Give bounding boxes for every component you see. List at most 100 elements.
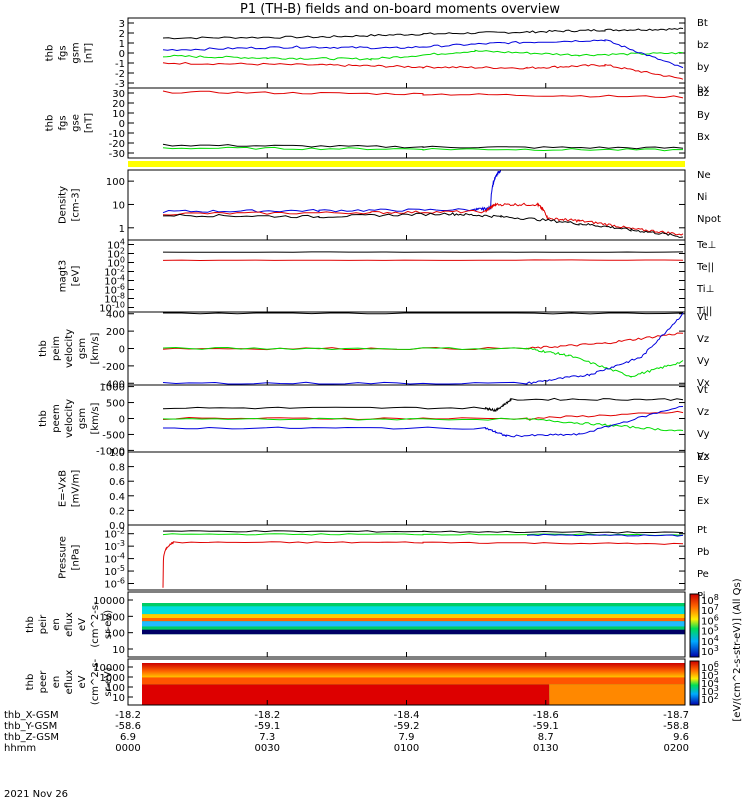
panel-peim: 400 200 0 -200 -400 thb peim velocity gsm [km/s] V…: [38, 310, 710, 391]
colorbar-tick: 104: [701, 676, 719, 690]
legend-Ni: Ni: [697, 192, 707, 203]
orbit-x-value: -18.4: [394, 710, 420, 721]
y-axis-label: thb: [25, 616, 36, 633]
panel-frame: [127, 169, 686, 241]
y-axis-label: [km/s]: [90, 402, 101, 434]
legend-Bz: Bz: [697, 88, 709, 99]
legend-bx: bx: [697, 84, 709, 95]
legend-Te⊥: Te⊥: [696, 240, 716, 251]
colorbar-tick: 107: [701, 603, 719, 617]
legend-Ey: Ey: [697, 474, 709, 485]
y-tick-label: -400: [102, 379, 125, 390]
series-line-Bx: [162, 143, 684, 150]
y-axis-label: [km/s]: [90, 332, 101, 364]
y-axis-label: peer: [38, 670, 49, 694]
panel-peir: 10000 1000 100 10 thb peir en eflux eV (cm^2-s-sr…: [25, 591, 686, 658]
orbit-y-value: -58.8: [663, 721, 689, 732]
colorbar-tick: 103: [701, 644, 719, 658]
series-line-by: [162, 49, 684, 61]
y-axis-label: [nT]: [84, 43, 95, 63]
series-line-Bt: [162, 27, 684, 40]
legend-Bt: Bt: [697, 18, 708, 29]
y-axis-label: thb: [25, 674, 36, 691]
legend-Vy: Vy: [697, 356, 710, 367]
series-line-bz: [162, 61, 684, 80]
y-axis-label: (cm^2-s-: [90, 601, 101, 648]
series-line-Vt: [163, 312, 684, 315]
y-tick-label: 10-5: [104, 564, 125, 578]
heatmap-band: [142, 621, 685, 627]
y-axis-label: eV: [77, 618, 88, 631]
colorbar-tick: 106: [701, 613, 719, 627]
y-tick-label: 200: [106, 327, 125, 338]
y-axis-label: thb: [45, 115, 56, 132]
y-tick-label: 102: [107, 247, 125, 261]
legend-Bx: Bx: [697, 132, 710, 143]
panel-pressure: 10-210-310-410-510-6 Pressure [nPa] Pt Pb Pe P…: [58, 524, 709, 602]
y-axis-label: fgs: [58, 115, 69, 130]
legend-Te||: Te||: [696, 262, 714, 273]
legend-Ti||: Ti||: [696, 306, 712, 317]
legend-Vt: Vt: [697, 385, 708, 396]
y-tick-label: 500: [106, 399, 125, 410]
orbit-row-label: thb_Z-GSM: [4, 732, 59, 743]
y-tick-label: 104: [107, 238, 125, 252]
y-axis-label: [nT]: [84, 113, 95, 133]
date-label: 2021 Nov 26: [4, 789, 68, 800]
panel-frame: [127, 17, 686, 89]
y-axis-label: Density: [58, 186, 69, 224]
orbit-z-value: 6.9: [120, 732, 136, 743]
y-axis-label: eflux: [64, 670, 75, 695]
panel-frame: [127, 239, 686, 313]
y-tick-label: 10-10: [99, 301, 125, 315]
y-tick-label: 10-4: [104, 552, 125, 566]
legend-Ex: Ex: [697, 496, 709, 507]
series-line-bx: [162, 39, 684, 69]
y-tick-label: -200: [102, 362, 125, 373]
y-tick-label: 1: [119, 39, 125, 50]
y-tick-label: 400: [106, 310, 125, 321]
y-tick-label: 10-2: [104, 265, 125, 279]
y-axis-label: thb: [45, 45, 56, 62]
legend-Ti⊥: Ti⊥: [696, 284, 714, 295]
orbit-x-value: -18.7: [663, 710, 689, 721]
y-axis-label: velocity: [64, 329, 75, 368]
heatmap-band: [142, 614, 685, 618]
y-tick-label: 0: [119, 119, 125, 130]
y-tick-label: 30: [112, 89, 125, 100]
legend-Vz: Vz: [697, 334, 709, 345]
orbit-time-value: 0200: [664, 743, 689, 754]
y-tick-label: -3: [115, 79, 125, 90]
orbit-time-value: 0030: [255, 743, 280, 754]
y-axis-label: [cm-3]: [71, 188, 82, 221]
series-line-Ni: [162, 212, 684, 238]
series-line-Pt: [162, 530, 684, 534]
y-axis-label: gse: [71, 114, 82, 132]
y-tick-label: 1: [119, 224, 125, 235]
y-tick-label: -30: [109, 149, 125, 160]
series-line-Vx: [162, 312, 684, 385]
y-tick-label: 10-2: [104, 527, 125, 541]
colorbar-tick: 105: [701, 668, 719, 682]
legend-By: By: [697, 110, 710, 121]
y-axis-label: [nPa]: [71, 544, 82, 570]
y-tick-label: 1000: [100, 383, 125, 394]
orbit-x-value: -18.6: [533, 710, 559, 721]
heatmap-band: [549, 684, 685, 705]
colorbar-tick: 103: [701, 684, 719, 698]
colorbar-top: [689, 593, 700, 658]
y-axis-label: (cm^2-s-: [90, 658, 101, 705]
orbit-x-value: -18.2: [115, 710, 141, 721]
y-axis-label: gsm: [77, 338, 88, 359]
y-tick-label: -10: [109, 129, 125, 140]
orbit-row-label: thb_Y-GSM: [4, 721, 57, 732]
y-axis-label: eV: [77, 675, 88, 688]
panel-peem: 1000 500 0 -500 -1000 thb peem velocity gsm [km/s…: [38, 383, 710, 462]
orbit-z-value: 7.9: [399, 732, 415, 743]
y-axis-label: gsm: [71, 42, 82, 63]
y-tick-label: 10-6: [104, 576, 125, 590]
colorbar-tick: 106: [701, 660, 719, 674]
y-tick-label: 0.8: [109, 463, 125, 474]
